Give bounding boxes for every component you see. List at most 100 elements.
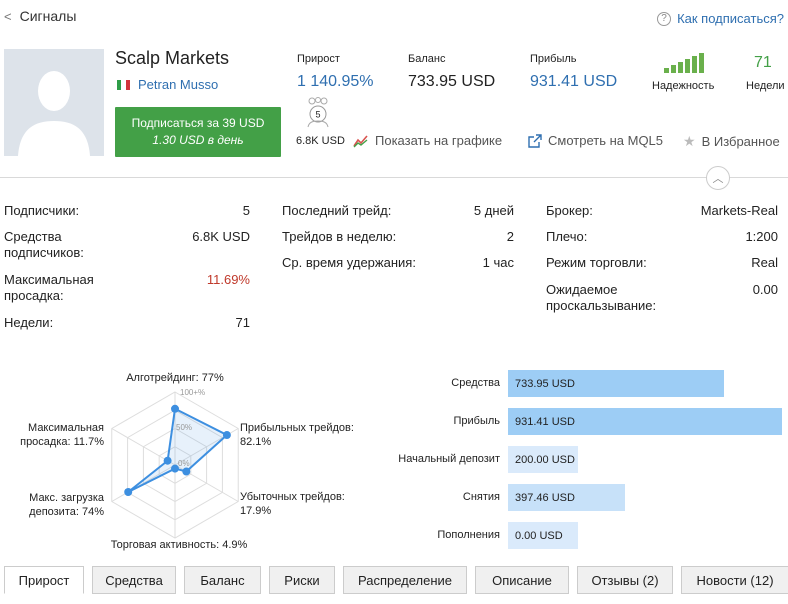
author-link[interactable]: Petran Musso [117, 77, 218, 92]
subscribers-count: 5 [315, 110, 320, 120]
money-bar-label: Средства [451, 377, 500, 389]
money-bar-label: Начальный депозит [398, 453, 500, 465]
star-icon: ★ [683, 133, 696, 149]
radar-axis-label: Максимальная просадка: 11.7% [20, 422, 104, 448]
detail-key: Последний трейд: [282, 203, 392, 218]
detail-subscriber-funds: Средства подписчиков: 6.8K USD [4, 229, 250, 261]
tab-description[interactable]: Описание [475, 566, 569, 594]
profit-label: Прибыль [530, 53, 577, 65]
tab-balance[interactable]: Баланс [184, 566, 261, 594]
detail-value: 1 час [482, 255, 514, 270]
radar-point [171, 404, 179, 413]
money-bar: 397.46 USD [508, 484, 625, 511]
author-name: Petran Musso [138, 77, 219, 92]
question-icon: ? [657, 11, 672, 26]
profit-stat: Прибыль 931.41 USD [530, 53, 617, 91]
radar-point [163, 456, 172, 465]
profit-value: 931.41 USD [530, 73, 618, 90]
subscribers-funds: 6.8K USD [296, 135, 345, 147]
money-bar-row: Пополнения 0.00 USD [350, 522, 784, 549]
weeks-value: 71 [754, 54, 772, 71]
radar-point [182, 467, 191, 476]
collapse-button[interactable]: ︿ [706, 166, 730, 190]
detail-max-drawdown: Максимальная просадка: 11.69% [4, 272, 250, 304]
user-silhouette-icon [18, 71, 90, 156]
reliability-bars-icon [664, 53, 704, 73]
view-on-mql5-link[interactable]: Смотреть на MQL5 [528, 133, 663, 148]
tab-bar: Прирост Средства Баланс Риски Распределе… [4, 566, 788, 594]
detail-value: 6.8K USD [192, 229, 250, 244]
show-on-chart-link[interactable]: Показать на графике [353, 133, 502, 148]
money-bar-row: Прибыль 931.41 USD [350, 408, 784, 435]
detail-avg-holding: Ср. время удержания: 1 час [282, 255, 514, 271]
balance-label: Баланс [408, 53, 446, 65]
detail-value: 1:200 [745, 229, 778, 244]
radar-tick-label: 0% [178, 459, 190, 468]
tab-growth[interactable]: Прирост [4, 566, 84, 594]
growth-stat: Прирост 1 140.95% [297, 53, 374, 91]
radar-point [124, 488, 133, 497]
detail-value: 5 дней [473, 203, 514, 218]
radar-tick-label: 50% [176, 423, 192, 432]
detail-subscribers: Подписчики: 5 [4, 203, 250, 219]
detail-broker: Брокер: Markets-Real [546, 203, 778, 219]
italy-flag-icon [117, 79, 130, 90]
detail-key: Плечо: [546, 229, 588, 244]
back-link[interactable]: < Сигналы [4, 8, 76, 24]
money-bar: 0.00 USD [508, 522, 578, 549]
money-bar-chart: Средства 733.95 USD Прибыль 931.41 USD Начал… [350, 370, 784, 555]
radar-axis-label: Прибыльных трейдов: 82.1% [240, 422, 354, 448]
detail-value: 71 [235, 315, 250, 330]
detail-weeks: Недели: 71 [4, 315, 250, 331]
tab-equity[interactable]: Средства [92, 566, 176, 594]
tab-reviews[interactable]: Отзывы (2) [577, 566, 673, 594]
detail-value: 2 [506, 229, 514, 244]
detail-key: Максимальная просадка: [4, 272, 94, 303]
radar-point [222, 431, 231, 440]
money-bar-row: Средства 733.95 USD [350, 370, 784, 397]
reliability-label: Надежность [652, 80, 715, 92]
growth-label: Прирост [297, 53, 340, 65]
subscribe-button[interactable]: Подписаться за 39 USD 1.30 USD в день [115, 107, 281, 157]
detail-value: Markets-Real [700, 203, 778, 218]
detail-key: Подписчики: [4, 203, 80, 218]
detail-leverage: Плечо: 1:200 [546, 229, 778, 245]
how-to-subscribe-link[interactable]: ? Как подписаться? [657, 11, 784, 26]
money-bar-label: Пополнения [437, 529, 500, 541]
money-bar-row: Начальный депозит 200.00 USD [350, 446, 784, 473]
money-bar-row: Снятия 397.46 USD [350, 484, 784, 511]
add-to-favorites-label: В Избранное [701, 134, 780, 149]
detail-key: Ожидаемое проскальзывание: [546, 282, 657, 313]
tab-risks[interactable]: Риски [269, 566, 335, 594]
detail-key: Брокер: [546, 203, 593, 218]
money-bar-label: Прибыль [453, 415, 500, 427]
growth-value: 1 140.95% [297, 73, 374, 90]
view-on-mql5-label: Смотреть на MQL5 [548, 133, 664, 148]
money-bar: 200.00 USD [508, 446, 578, 473]
detail-key: Недели: [4, 315, 54, 330]
subscribers-icon: 5 [307, 97, 329, 128]
tab-distribution[interactable]: Распределение [343, 566, 467, 594]
money-bar: 733.95 USD [508, 370, 724, 397]
money-bar: 931.41 USD [508, 408, 782, 435]
section-divider [0, 177, 788, 178]
detail-value: 11.69% [206, 272, 250, 287]
balance-stat: Баланс 733.95 USD [408, 53, 495, 91]
how-to-subscribe-label: Как подписаться? [677, 11, 784, 26]
radar-axis-label: Торговая активность: 4.9% [110, 539, 248, 551]
detail-trades-per-week: Трейдов в неделю: 2 [282, 229, 514, 245]
detail-last-trade: Последний трейд: 5 дней [282, 203, 514, 219]
radar-axis-label: Убыточных трейдов: 17.9% [240, 491, 345, 517]
avatar [4, 49, 104, 156]
chevron-up-icon: ︿ [712, 173, 724, 185]
signal-name: Scalp Markets [115, 48, 230, 68]
radar-axis-label: Алготрейдинг: 77% [126, 372, 224, 384]
radar-point [171, 464, 179, 473]
external-link-icon [528, 133, 542, 148]
detail-value: Real [751, 255, 778, 270]
weeks-label: Недели [746, 80, 785, 92]
tab-news[interactable]: Новости (12) [681, 566, 788, 594]
add-to-favorites-link[interactable]: ★ В Избранное [683, 133, 780, 150]
radar-chart: 100+% 50% 0% [111, 388, 239, 539]
subscribe-daily: 1.30 USD в день [152, 133, 244, 147]
